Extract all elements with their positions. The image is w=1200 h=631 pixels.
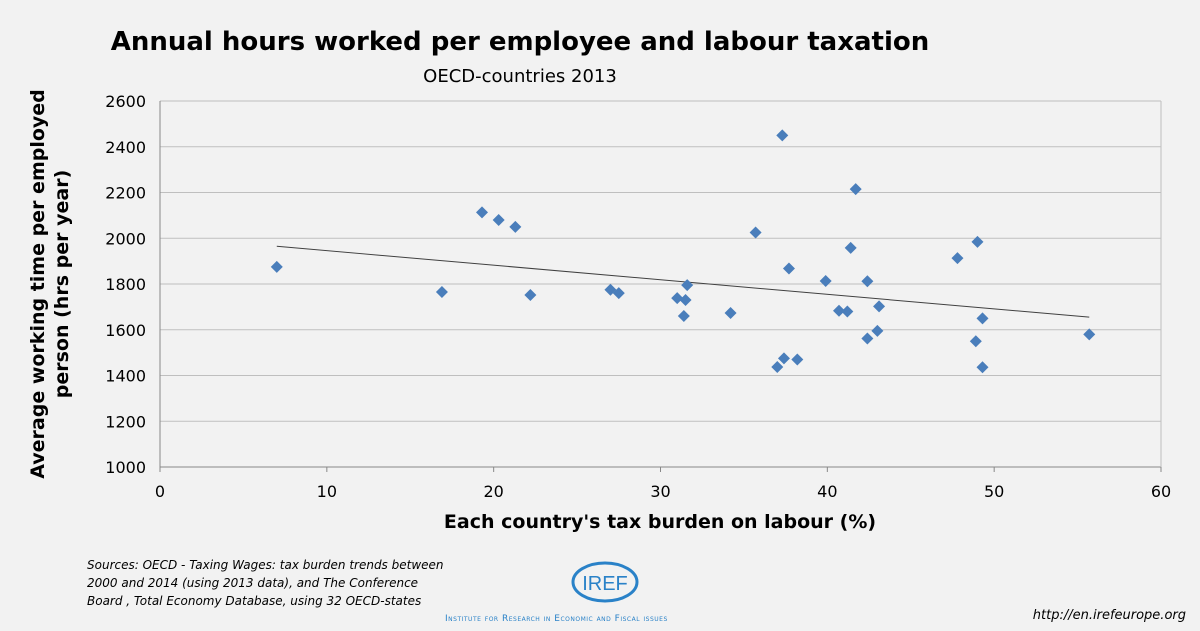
logo-text: IREF: [582, 573, 628, 595]
data-point: [861, 275, 874, 288]
y-tick-label: 2600: [105, 92, 146, 111]
data-point: [681, 279, 694, 292]
data-point: [771, 361, 784, 374]
data-point: [1083, 328, 1096, 341]
data-point: [435, 286, 448, 299]
website-url[interactable]: http://en.irefeurope.org: [1032, 608, 1186, 623]
y-tick-label: 1800: [105, 275, 146, 294]
data-point: [270, 260, 283, 273]
data-point: [749, 226, 762, 239]
data-point: [776, 129, 789, 142]
data-point: [612, 287, 625, 300]
data-point: [951, 252, 964, 265]
x-tick-label: 0: [155, 482, 165, 501]
y-axis-label: Average working time per employed person …: [27, 89, 73, 479]
data-point: [679, 294, 692, 307]
y-tick-label: 1000: [105, 458, 146, 477]
data-point: [841, 305, 854, 318]
data-point: [976, 361, 989, 374]
data-point: [873, 300, 886, 313]
data-point: [861, 332, 874, 345]
chart-subtitle: OECD-countries 2013: [423, 66, 617, 87]
x-tick-label: 40: [817, 482, 837, 501]
x-tick-label: 30: [650, 482, 670, 501]
data-point: [475, 206, 488, 219]
y-tick-label: 1200: [105, 412, 146, 431]
y-tick-label: 2000: [105, 229, 146, 248]
x-tick-label: 20: [483, 482, 503, 501]
y-tick-label: 2400: [105, 138, 146, 157]
data-point: [782, 262, 795, 275]
x-tick-label: 50: [984, 482, 1004, 501]
y-tick-label: 1600: [105, 321, 146, 340]
institute-name: Institute for Research in Economic and F…: [445, 614, 668, 624]
data-point: [492, 213, 505, 226]
chart-title: Annual hours worked per employee and lab…: [111, 27, 930, 57]
data-point: [819, 275, 832, 288]
data-point: [871, 324, 884, 337]
data-point: [833, 304, 846, 317]
data-point: [844, 241, 857, 254]
y-tick-label: 1400: [105, 367, 146, 386]
data-point: [969, 335, 982, 348]
data-point: [971, 235, 984, 248]
data-point: [671, 292, 684, 305]
data-point: [777, 352, 790, 365]
x-tick-label: 60: [1151, 482, 1171, 501]
iref-logo: IREF: [555, 558, 655, 618]
data-point: [509, 220, 522, 233]
x-axis-label: Each country's tax burden on labour (%): [444, 511, 876, 533]
data-point: [849, 183, 862, 196]
data-point: [791, 353, 804, 366]
data-point: [524, 288, 537, 301]
data-point: [724, 307, 737, 320]
x-tick-label: 10: [317, 482, 337, 501]
trend-line: [276, 245, 1090, 318]
data-point: [976, 312, 989, 325]
data-point: [677, 310, 690, 323]
y-tick-label: 2200: [105, 184, 146, 203]
sources-note: Sources: OECD - Taxing Wages: tax burden…: [87, 558, 444, 608]
